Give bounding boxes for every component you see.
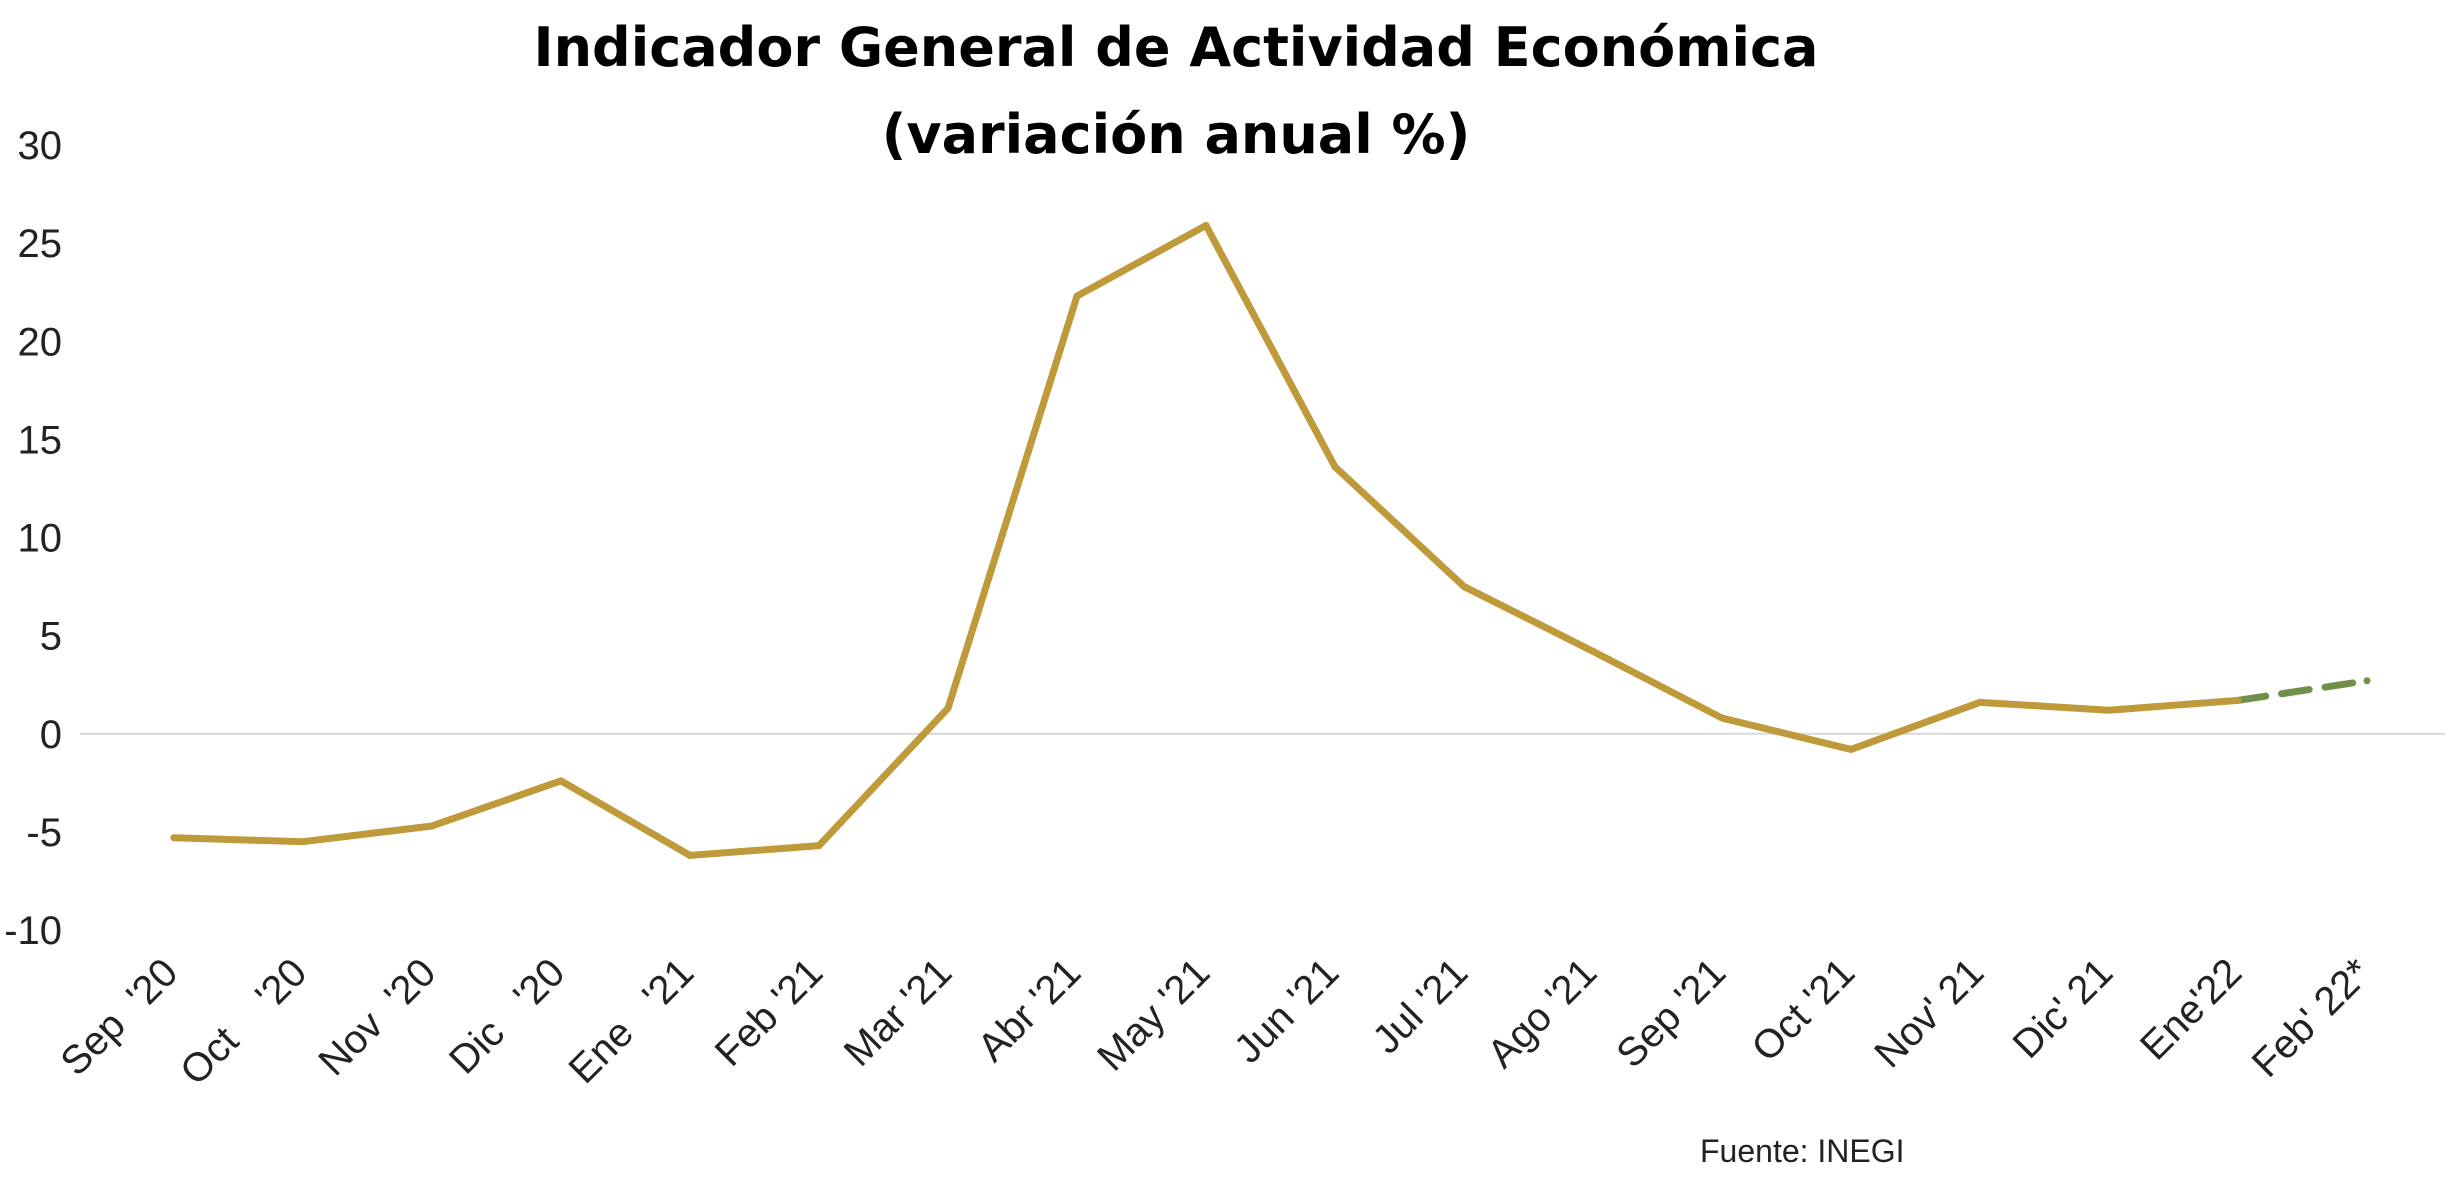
data-point [1202, 221, 1210, 229]
data-point [1589, 647, 1597, 655]
x-tick-label: Ene'22 [2132, 950, 2250, 1068]
data-point [170, 834, 178, 842]
chart-subtitle: (variación anual %) [882, 103, 1471, 166]
y-tick-label: 10 [18, 517, 63, 561]
data-point [299, 838, 307, 846]
data-point [428, 822, 436, 830]
data-point [815, 842, 823, 850]
data-point [686, 851, 694, 859]
x-tick-label: Oct '21 [1744, 950, 1864, 1070]
data-point [557, 777, 565, 785]
series-line [170, 221, 2242, 859]
data-point [1976, 698, 1984, 706]
x-tick-label: Nov' 21 [1866, 950, 1992, 1076]
x-tick-label: Oct '20 [172, 950, 315, 1093]
x-tick-label: Mar '21 [836, 950, 961, 1075]
x-tick-label: Dic '20 [441, 950, 573, 1082]
x-tick-label: May '21 [1089, 950, 1218, 1079]
data-point [1331, 463, 1339, 471]
data-point [2105, 706, 2113, 714]
data-point [1073, 292, 1081, 300]
x-tick-label: Feb' 22* [2244, 950, 2380, 1086]
y-tick-label: 25 [18, 222, 63, 266]
y-tick-label: 5 [40, 615, 62, 659]
source-note: Fuente: INEGI [1700, 1133, 1905, 1169]
data-point [1460, 583, 1468, 591]
chart-title: Indicador General de Actividad Económica [534, 16, 1819, 79]
x-tick-label: Jun '21 [1226, 950, 1347, 1071]
x-tick-label: Nov '20 [310, 950, 444, 1084]
data-point [2234, 696, 2242, 704]
series-layer [170, 221, 2371, 859]
y-tick-label: -10 [4, 909, 62, 953]
y-tick-label: 30 [18, 124, 63, 168]
x-tick-label: Ago '21 [1479, 950, 1605, 1076]
y-tick-label: 15 [18, 418, 63, 462]
y-tick-label: -5 [26, 811, 62, 855]
x-tick-label: Jul '21 [1364, 950, 1476, 1062]
data-point [1847, 745, 1855, 753]
x-tick-label: Feb '21 [707, 950, 832, 1075]
y-tick-label: 20 [18, 320, 63, 364]
y-tick-label: 0 [40, 713, 62, 757]
x-tick-label: Sep '20 [52, 950, 186, 1084]
data-point [944, 704, 952, 712]
y-axis: -10 -5 0 5 10 15 20 25 30 [4, 124, 62, 953]
series-forecast-line [2234, 677, 2371, 704]
data-point [2363, 677, 2371, 685]
x-tick-label: Ene '21 [560, 950, 702, 1092]
x-tick-label: Abr '21 [970, 950, 1090, 1070]
data-point [1718, 714, 1726, 722]
x-tick-label: Sep '21 [1608, 950, 1734, 1076]
x-tick-label: Dic' 21 [2005, 950, 2122, 1067]
